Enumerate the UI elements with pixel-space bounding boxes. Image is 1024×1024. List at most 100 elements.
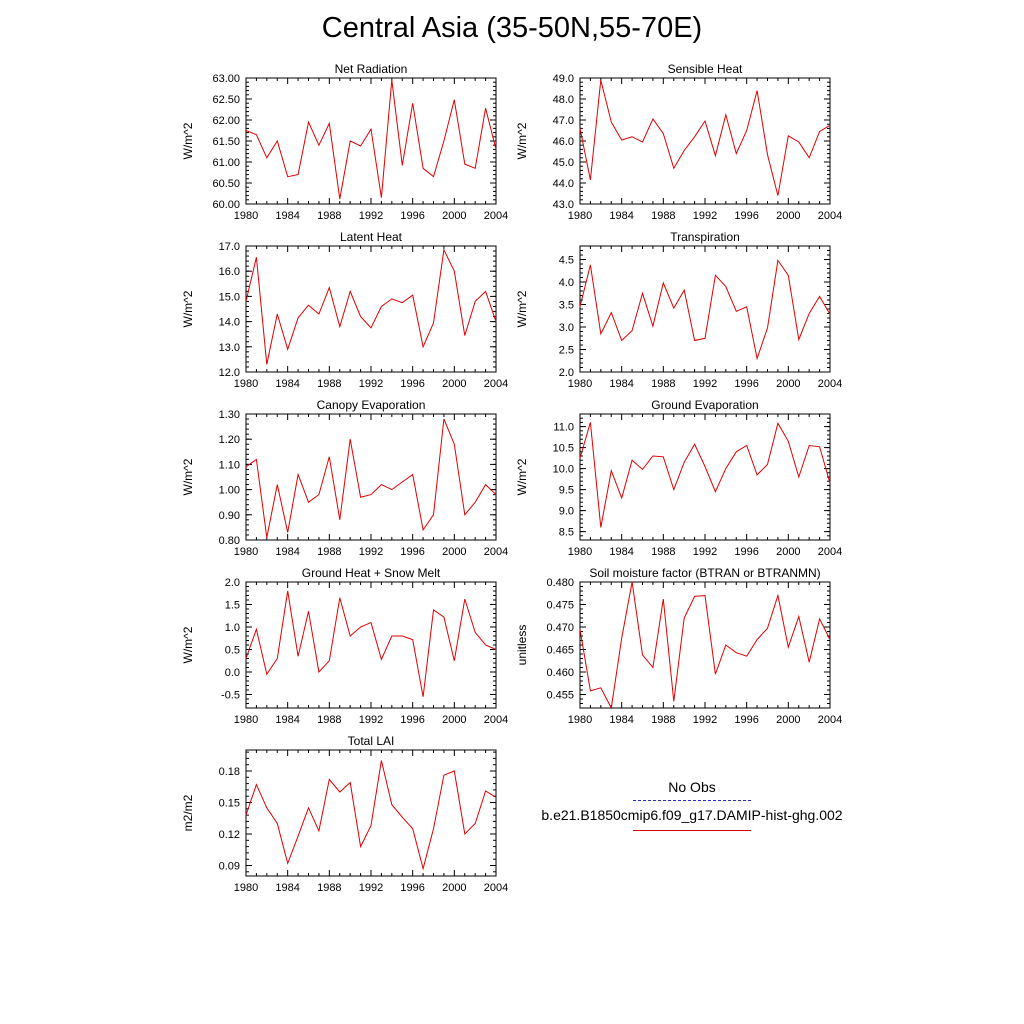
chart-3-xtick-label: 1996 xyxy=(734,378,758,390)
chart-7-ylabel: unitless xyxy=(515,625,529,666)
legend-obs-label: No Obs xyxy=(668,779,716,795)
chart-6-xtick-label: 1992 xyxy=(359,714,383,726)
chart-4-ytick-label: 1.20 xyxy=(219,434,240,446)
chart-6-ytick-label: 1.5 xyxy=(225,600,240,612)
chart-6-title: Ground Heat + Snow Melt xyxy=(302,566,441,580)
chart-5-ytick-label: 10.5 xyxy=(553,443,574,455)
chart-5-ytick-label: 8.5 xyxy=(559,527,574,539)
chart-4-xtick-label: 1996 xyxy=(400,546,424,558)
chart-0-xtick-label: 1988 xyxy=(317,210,341,222)
chart-2-series-0-line xyxy=(245,248,497,365)
chart-0-xtick-label: 1992 xyxy=(359,210,383,222)
chart-6-ytick-label: -0.5 xyxy=(221,690,240,702)
chart-0-ytick-label: 61.50 xyxy=(212,136,240,148)
chart-1-xtick-label: 1980 xyxy=(568,210,592,222)
chart-3-xtick-label: 1984 xyxy=(609,378,633,390)
chart-7-frame xyxy=(579,581,831,709)
chart-4-ytick-label: 1.10 xyxy=(219,459,240,471)
chart-1-series-0-line xyxy=(579,79,831,196)
chart-2-ytick-label: 12.0 xyxy=(219,367,240,379)
chart-2-ytick-label: 14.0 xyxy=(219,317,240,329)
chart-3-frame xyxy=(579,245,831,373)
chart-5-frame xyxy=(579,413,831,541)
legend-model-line xyxy=(633,830,751,831)
chart-5-ytick-label: 11.0 xyxy=(553,422,574,434)
chart-3-title: Transpiration xyxy=(670,230,740,244)
chart-2-ytick-label: 17.0 xyxy=(219,241,240,253)
chart-8-xtick-label: 1980 xyxy=(234,882,258,894)
chart-8-ytick-label: 0.12 xyxy=(219,829,240,841)
chart-1-title: Sensible Heat xyxy=(668,62,743,76)
chart-8-ytick-label: 0.18 xyxy=(219,766,240,778)
chart-7-ytick-label: 0.475 xyxy=(546,600,574,612)
chart-3-ytick-label: 2.0 xyxy=(559,367,574,379)
chart-7-xtick-label: 2004 xyxy=(818,714,842,726)
chart-0-ytick-label: 62.50 xyxy=(212,94,240,106)
chart-2-ytick-label: 13.0 xyxy=(219,342,240,354)
chart-8-xtick-label: 1996 xyxy=(400,882,424,894)
chart-4-xtick-label: 1992 xyxy=(359,546,383,558)
chart-6-ytick-label: 2.0 xyxy=(225,577,240,589)
chart-6-ylabel: W/m^2 xyxy=(181,626,195,663)
chart-7-xtick-label: 1992 xyxy=(693,714,717,726)
chart-2-xtick-label: 1984 xyxy=(275,378,299,390)
chart-5-series-0-line xyxy=(579,421,831,528)
chart-5-ylabel: W/m^2 xyxy=(515,458,529,495)
chart-0-series-0-line xyxy=(245,80,497,200)
chart-7-xtick-label: 1980 xyxy=(568,714,592,726)
chart-3-ytick-label: 4.0 xyxy=(559,277,574,289)
chart-0-frame xyxy=(245,77,497,205)
chart-6-xtick-label: 2004 xyxy=(484,714,508,726)
chart-8-ylabel: m2/m2 xyxy=(181,794,195,831)
chart-6-xtick-label: 1988 xyxy=(317,714,341,726)
chart-5-xtick-label: 1980 xyxy=(568,546,592,558)
legend-model-label: b.e21.B1850cmip6.f09_g17.DAMIP-hist-ghg.… xyxy=(541,807,843,823)
chart-7-ytick-label: 0.480 xyxy=(546,577,574,589)
chart-3-ytick-label: 3.5 xyxy=(559,300,574,312)
page-title: Central Asia (35-50N,55-70E) xyxy=(321,12,703,44)
chart-5-title: Ground Evaporation xyxy=(651,398,758,412)
chart-7-series-0-line xyxy=(579,581,831,710)
chart-1-xtick-label: 1996 xyxy=(734,210,758,222)
chart-6-ytick-label: 0.0 xyxy=(225,667,240,679)
chart-1-xtick-label: 1984 xyxy=(609,210,633,222)
chart-5-xtick-label: 2000 xyxy=(776,546,800,558)
chart-2-xtick-label: 2000 xyxy=(442,378,466,390)
chart-7-ytick-label: 0.465 xyxy=(546,645,574,657)
chart-7-xtick-label: 1984 xyxy=(609,714,633,726)
chart-1-ylabel: W/m^2 xyxy=(515,122,529,159)
chart-2-frame xyxy=(245,245,497,373)
chart-0-ytick-label: 62.00 xyxy=(212,115,240,127)
chart-6-xtick-label: 1996 xyxy=(400,714,424,726)
chart-4-xtick-label: 1984 xyxy=(275,546,299,558)
legend-obs-line xyxy=(633,800,751,801)
chart-4-ytick-label: 0.80 xyxy=(219,535,240,547)
chart-0-ytick-label: 60.00 xyxy=(212,199,240,211)
chart-4-title: Canopy Evaporation xyxy=(317,398,426,412)
chart-1-ytick-label: 49.0 xyxy=(553,73,574,85)
chart-1-ytick-label: 47.0 xyxy=(553,115,574,127)
chart-4-xtick-label: 2004 xyxy=(484,546,508,558)
chart-8-xtick-label: 1984 xyxy=(275,882,299,894)
chart-2-xtick-label: 1992 xyxy=(359,378,383,390)
chart-8-xtick-label: 1988 xyxy=(317,882,341,894)
chart-4-ytick-label: 1.30 xyxy=(219,409,240,421)
chart-1-xtick-label: 1988 xyxy=(651,210,675,222)
chart-8-ytick-label: 0.09 xyxy=(219,861,240,873)
chart-3-xtick-label: 2000 xyxy=(776,378,800,390)
chart-1-ytick-label: 45.0 xyxy=(553,157,574,169)
chart-3-ytick-label: 4.5 xyxy=(559,255,574,267)
chart-5-ytick-label: 10.0 xyxy=(553,464,574,476)
chart-0-ylabel: W/m^2 xyxy=(181,122,195,159)
chart-8-xtick-label: 1992 xyxy=(359,882,383,894)
chart-7-ytick-label: 0.470 xyxy=(546,622,574,634)
chart-8-ytick-label: 0.15 xyxy=(219,798,240,810)
chart-2-xtick-label: 1996 xyxy=(400,378,424,390)
chart-8-xtick-label: 2000 xyxy=(442,882,466,894)
chart-2-ytick-label: 16.0 xyxy=(219,266,240,278)
chart-2-ytick-label: 15.0 xyxy=(219,291,240,303)
chart-1-ytick-label: 48.0 xyxy=(553,94,574,106)
chart-7-ytick-label: 0.455 xyxy=(546,690,574,702)
chart-3-xtick-label: 2004 xyxy=(818,378,842,390)
